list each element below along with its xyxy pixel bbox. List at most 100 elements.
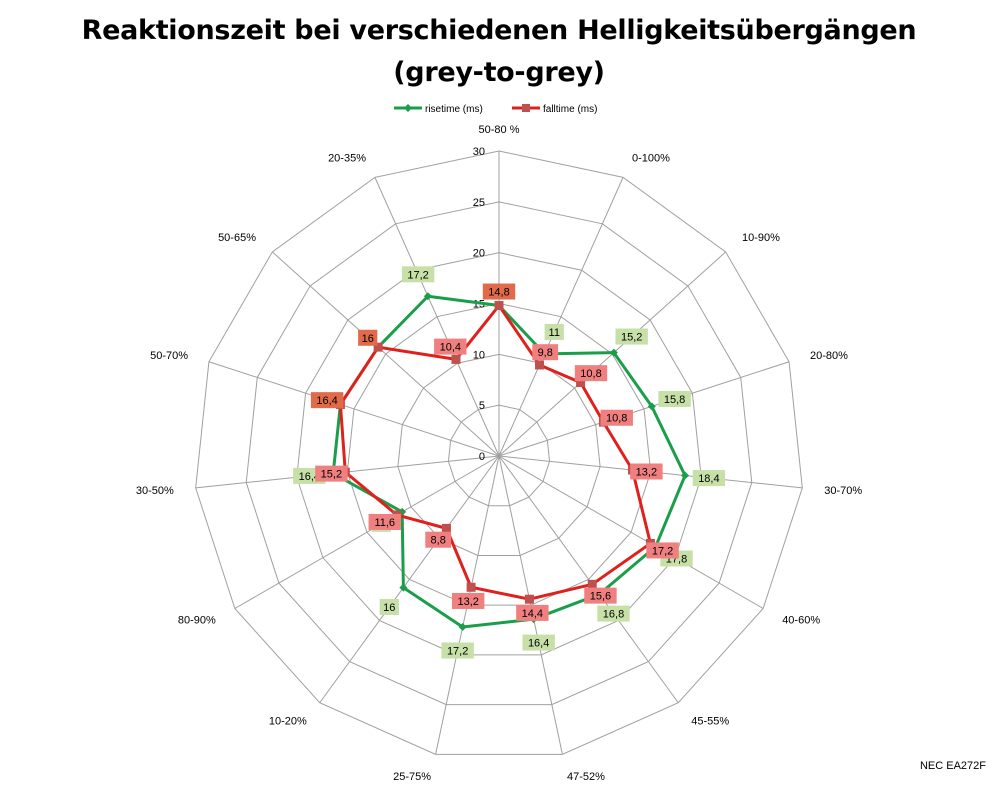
data-label: 18,4 bbox=[698, 473, 719, 485]
data-label-box bbox=[358, 329, 378, 346]
category-label: 50-70% bbox=[150, 350, 188, 362]
r-tick-label: 10 bbox=[473, 349, 485, 361]
grid-ring bbox=[296, 252, 702, 656]
grid-ring bbox=[447, 404, 551, 507]
data-label: 16 bbox=[383, 602, 395, 614]
data-label-box bbox=[522, 634, 555, 651]
grid-ring bbox=[346, 302, 652, 606]
grid-spoke bbox=[498, 361, 790, 457]
data-label: 15,2 bbox=[621, 332, 642, 344]
legend-marker bbox=[404, 104, 412, 112]
data-label-box bbox=[516, 604, 549, 621]
grid-spoke bbox=[374, 177, 500, 457]
data-label-box bbox=[368, 513, 401, 530]
data-point bbox=[587, 579, 597, 589]
data-label: 8,8 bbox=[431, 535, 446, 547]
data-label-box bbox=[597, 605, 630, 622]
data-label: 17,2 bbox=[652, 545, 673, 557]
data-point bbox=[398, 507, 407, 516]
category-label: 47-52% bbox=[567, 771, 605, 783]
data-point bbox=[535, 360, 545, 370]
legend-label: risetime (ms) bbox=[425, 104, 483, 115]
data-point bbox=[524, 594, 534, 604]
data-label: 13,2 bbox=[457, 596, 478, 608]
r-tick-label: 30 bbox=[473, 146, 485, 158]
data-label-box bbox=[630, 463, 663, 480]
category-label: 80-90% bbox=[178, 615, 216, 627]
data-label: 11 bbox=[549, 327, 560, 339]
category-label: 30-70% bbox=[824, 485, 862, 497]
data-label: 15,6 bbox=[590, 591, 611, 603]
data-labels: 1115,215,818,417,816,816,417,2161116,417… bbox=[293, 266, 726, 659]
legend-marker bbox=[522, 104, 530, 112]
data-label: 10,8 bbox=[606, 413, 627, 425]
grid-ring bbox=[245, 201, 753, 706]
chart-title-line-1: Reaktionszeit bei verschiedenen Helligke… bbox=[81, 15, 917, 46]
grid-spoke bbox=[498, 177, 624, 457]
data-label-box bbox=[646, 542, 679, 559]
data-label: 11,6 bbox=[374, 517, 395, 529]
data-label: 15,2 bbox=[321, 469, 342, 481]
data-label-box bbox=[658, 390, 691, 407]
data-label: 10,4 bbox=[440, 342, 461, 354]
data-label-box bbox=[434, 338, 467, 355]
category-label: 10-90% bbox=[742, 232, 780, 244]
category-label: 10-20% bbox=[269, 716, 307, 728]
grid-spoke bbox=[208, 361, 500, 457]
grid-ring bbox=[397, 353, 601, 556]
data-label-box bbox=[615, 328, 648, 345]
r-tick-label: 25 bbox=[473, 197, 485, 209]
grid-spoke bbox=[498, 455, 764, 609]
category-label: 20-35% bbox=[328, 152, 366, 164]
grid-spoke bbox=[319, 455, 500, 704]
legend-label: falltime (ms) bbox=[543, 104, 597, 115]
data-label-box bbox=[584, 587, 617, 604]
r-tick-label: 5 bbox=[479, 400, 485, 412]
data-label: 16,8 bbox=[603, 609, 624, 621]
data-label: 16,4 bbox=[299, 471, 320, 483]
category-label: 0-100% bbox=[632, 152, 670, 164]
data-label: 16 bbox=[362, 333, 374, 345]
data-label: 10,8 bbox=[580, 368, 601, 380]
data-label-box bbox=[482, 283, 516, 300]
grid-spoke bbox=[234, 455, 500, 609]
category-label: 20-80% bbox=[810, 350, 848, 362]
footer-note: NEC EA272F bbox=[919, 760, 986, 772]
data-point bbox=[441, 523, 451, 533]
category-label: 25-75% bbox=[393, 771, 431, 783]
data-label-box bbox=[401, 266, 435, 283]
data-point bbox=[466, 582, 476, 592]
data-label-box bbox=[310, 392, 344, 409]
grid-spoke bbox=[272, 251, 500, 457]
data-point bbox=[451, 354, 461, 364]
grid-spoke bbox=[498, 455, 679, 704]
category-label: 50-80 % bbox=[479, 124, 520, 136]
data-point bbox=[423, 292, 432, 301]
data-label: 14,4 bbox=[522, 608, 543, 620]
data-label: 16,4 bbox=[316, 395, 337, 407]
data-label: 16,4 bbox=[528, 638, 549, 650]
data-point bbox=[576, 378, 586, 388]
data-label: 13,2 bbox=[636, 466, 657, 478]
data-label: 17,2 bbox=[447, 646, 468, 658]
data-label-box bbox=[532, 344, 559, 361]
data-label: 14,8 bbox=[488, 287, 509, 299]
data-label-box bbox=[315, 465, 348, 482]
grid-ring bbox=[195, 150, 803, 755]
data-label: 9,8 bbox=[538, 347, 553, 359]
category-label: 45-55% bbox=[691, 716, 729, 728]
data-point bbox=[494, 301, 504, 311]
category-label: 50-65% bbox=[218, 232, 256, 244]
r-tick-label: 0 bbox=[479, 451, 485, 463]
category-label: 30-50% bbox=[136, 485, 174, 497]
data-point bbox=[681, 471, 690, 480]
data-label: 17,2 bbox=[407, 269, 428, 281]
category-label: 40-60% bbox=[782, 615, 820, 627]
data-label-box bbox=[600, 409, 633, 426]
r-tick-label: 20 bbox=[473, 248, 485, 260]
data-label-box bbox=[425, 531, 452, 548]
chart-title-line-2: (grey-to-grey) bbox=[393, 57, 605, 88]
legend: risetime (ms) falltime (ms) bbox=[394, 104, 597, 115]
